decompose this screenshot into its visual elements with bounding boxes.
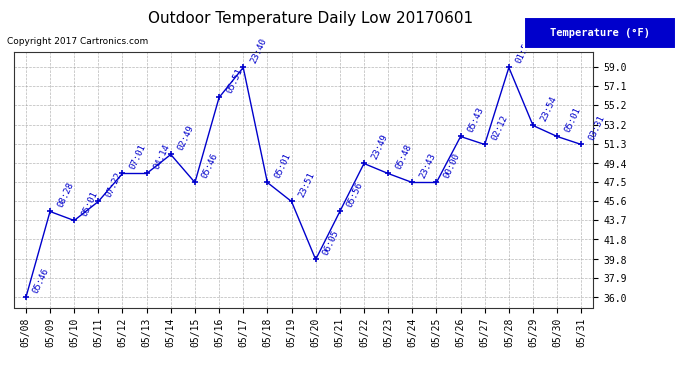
Text: 05:51: 05:51: [225, 66, 244, 95]
Text: 07:01: 07:01: [128, 142, 148, 171]
Text: 04:14: 04:14: [152, 142, 172, 171]
Text: 00:00: 00:00: [442, 152, 462, 180]
Text: 23:49: 23:49: [370, 132, 389, 161]
Text: 23:43: 23:43: [418, 152, 437, 180]
Text: 01:55: 01:55: [515, 36, 534, 65]
Text: 05:46: 05:46: [201, 152, 220, 180]
Text: 03:31: 03:31: [587, 114, 607, 142]
Text: 05:56: 05:56: [346, 180, 365, 209]
Text: 05:01: 05:01: [563, 105, 582, 134]
Text: 05:43: 05:43: [466, 105, 486, 134]
Text: Outdoor Temperature Daily Low 20170601: Outdoor Temperature Daily Low 20170601: [148, 11, 473, 26]
Text: 05:01: 05:01: [273, 152, 293, 180]
Text: 08:28: 08:28: [56, 180, 75, 209]
Text: 23:51: 23:51: [297, 171, 317, 199]
Text: 02:49: 02:49: [177, 123, 196, 152]
Text: 05:01: 05:01: [80, 189, 99, 218]
Text: 05:46: 05:46: [32, 267, 51, 295]
Text: 23:54: 23:54: [539, 94, 558, 123]
Text: 07:22: 07:22: [104, 171, 124, 199]
Text: Copyright 2017 Cartronics.com: Copyright 2017 Cartronics.com: [7, 38, 148, 46]
Text: 23:40: 23:40: [249, 36, 268, 65]
Text: 05:48: 05:48: [394, 142, 413, 171]
Text: 06:05: 06:05: [322, 228, 341, 257]
Text: 02:12: 02:12: [491, 114, 510, 142]
Text: Temperature (°F): Temperature (°F): [551, 28, 650, 38]
